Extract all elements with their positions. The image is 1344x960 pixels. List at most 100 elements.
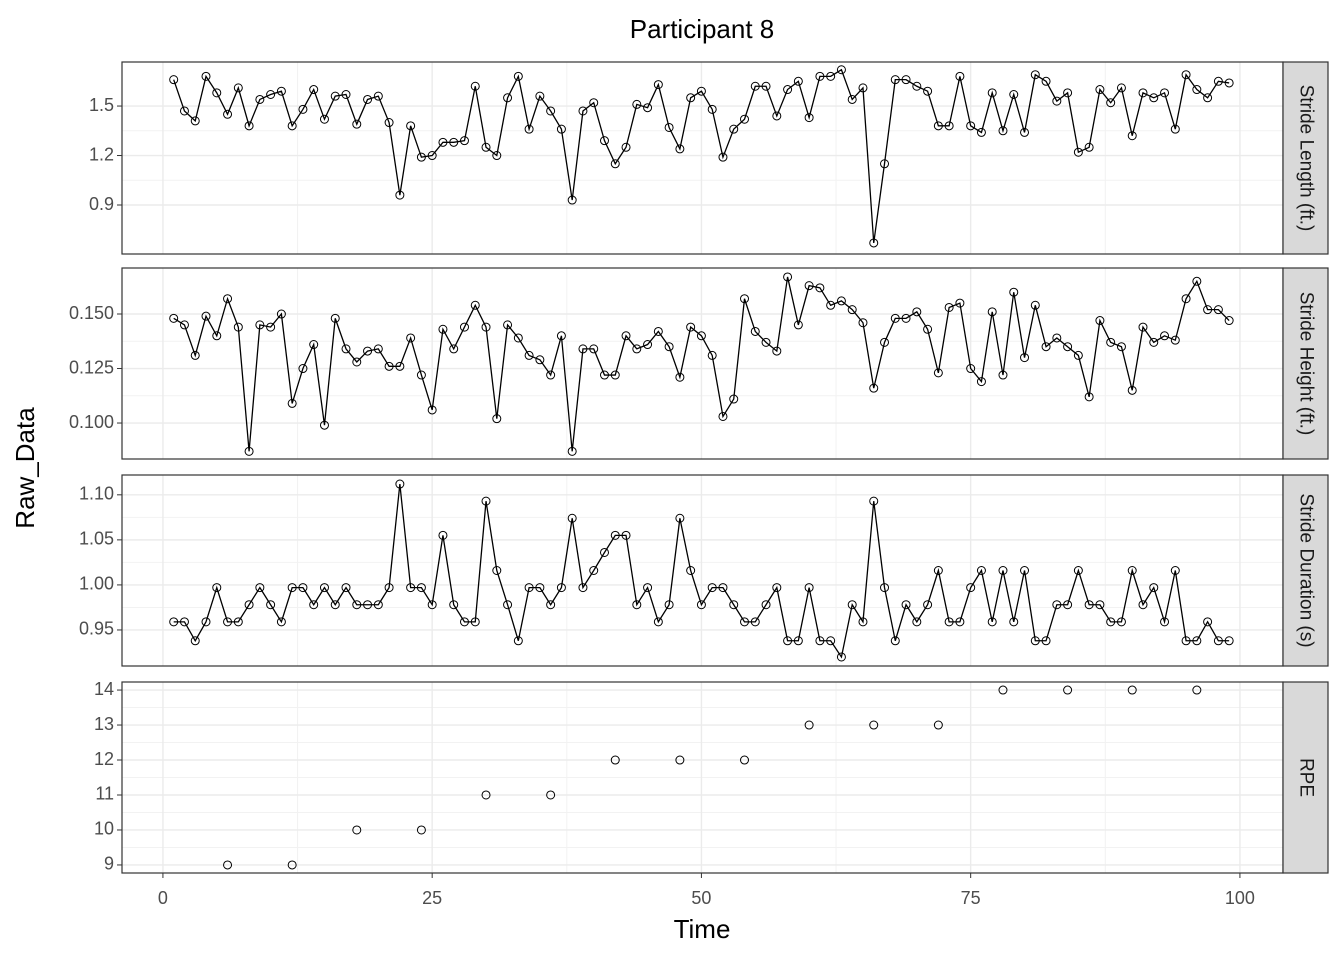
data-point bbox=[363, 346, 373, 356]
data-point bbox=[384, 361, 394, 371]
data-point bbox=[255, 94, 265, 104]
data-point bbox=[406, 583, 416, 593]
data-point bbox=[1160, 88, 1170, 98]
data-point bbox=[438, 137, 448, 147]
data-point bbox=[1224, 636, 1234, 646]
data-point bbox=[492, 566, 502, 575]
data-point bbox=[675, 144, 685, 154]
data-point bbox=[556, 331, 566, 341]
strip bbox=[1282, 681, 1329, 874]
data-point bbox=[352, 357, 362, 367]
data-point bbox=[470, 617, 480, 627]
strip-label: Stride Duration (s) bbox=[1295, 493, 1316, 647]
data-point bbox=[998, 370, 1008, 380]
data-point bbox=[589, 98, 599, 108]
data-point bbox=[718, 152, 728, 162]
data-point bbox=[395, 361, 405, 371]
data-point bbox=[567, 513, 577, 523]
data-point bbox=[1020, 127, 1030, 137]
data-point bbox=[341, 583, 351, 593]
y-tick-label: 0.125 bbox=[69, 357, 114, 377]
strip-label: RPE bbox=[1295, 758, 1316, 797]
data-point bbox=[513, 71, 523, 81]
data-point bbox=[976, 127, 986, 137]
data-point bbox=[610, 159, 620, 169]
data-point bbox=[1020, 566, 1030, 575]
data-point bbox=[815, 71, 825, 81]
data-point bbox=[266, 89, 276, 99]
data-point bbox=[696, 331, 706, 341]
data-point bbox=[567, 446, 577, 456]
data-point bbox=[287, 398, 297, 408]
y-tick-label: 0.95 bbox=[79, 619, 114, 639]
data-point bbox=[438, 324, 448, 334]
data-point bbox=[1116, 617, 1126, 627]
data-point bbox=[944, 617, 954, 627]
data-point bbox=[1203, 305, 1213, 315]
data-line bbox=[173, 68, 1230, 244]
data-point bbox=[912, 81, 922, 91]
data-point bbox=[1170, 335, 1180, 345]
data-point bbox=[858, 318, 868, 328]
data-point bbox=[783, 85, 793, 95]
data-point bbox=[643, 340, 653, 350]
data-point bbox=[1009, 287, 1019, 297]
data-point bbox=[1192, 636, 1202, 646]
data-point bbox=[804, 583, 814, 593]
data-point bbox=[179, 320, 189, 330]
data-point bbox=[255, 583, 265, 593]
data-point bbox=[750, 81, 760, 91]
data-point bbox=[1170, 124, 1180, 134]
data-point bbox=[1181, 636, 1191, 646]
y-tick-label: 14 bbox=[94, 679, 114, 699]
data-point bbox=[1063, 685, 1073, 695]
data-point bbox=[664, 122, 674, 132]
data-point bbox=[341, 344, 351, 354]
data-point bbox=[1181, 70, 1191, 80]
data-point bbox=[1116, 83, 1126, 93]
y-tick-label: 10 bbox=[94, 819, 114, 839]
data-point bbox=[330, 313, 340, 323]
data-point bbox=[384, 583, 394, 593]
data-point bbox=[1073, 147, 1083, 157]
data-point bbox=[1009, 89, 1019, 99]
data-point bbox=[880, 159, 890, 169]
data-point bbox=[966, 121, 976, 131]
data-point bbox=[847, 305, 857, 315]
data-point bbox=[503, 600, 513, 610]
data-point bbox=[804, 720, 814, 730]
data-point bbox=[567, 195, 577, 205]
data-point bbox=[599, 136, 609, 146]
data-point bbox=[373, 91, 383, 101]
data-point bbox=[341, 89, 351, 99]
data-point bbox=[535, 583, 545, 593]
y-axis-label: Raw_Data bbox=[10, 407, 40, 529]
data-point bbox=[847, 600, 857, 610]
data-point bbox=[233, 83, 243, 93]
data-point bbox=[1160, 617, 1170, 627]
data-point bbox=[1095, 316, 1105, 326]
y-tick-label: 0.100 bbox=[69, 412, 114, 432]
data-point bbox=[998, 566, 1008, 575]
data-point bbox=[740, 755, 750, 765]
data-point bbox=[912, 617, 922, 627]
data-point bbox=[890, 636, 900, 646]
data-point bbox=[169, 617, 179, 627]
y-tick-label: 1.5 bbox=[89, 95, 114, 115]
data-point bbox=[287, 860, 297, 870]
data-point bbox=[1030, 636, 1040, 646]
data-point bbox=[287, 121, 297, 131]
data-point bbox=[373, 344, 383, 354]
data-point bbox=[503, 93, 513, 103]
data-point bbox=[901, 313, 911, 323]
data-point bbox=[901, 600, 911, 610]
data-point bbox=[653, 326, 663, 336]
data-point bbox=[761, 337, 771, 347]
data-point bbox=[1063, 342, 1073, 352]
data-point bbox=[287, 583, 297, 593]
strip bbox=[1282, 267, 1329, 460]
data-point bbox=[1213, 76, 1223, 86]
data-point bbox=[675, 755, 685, 765]
data-point bbox=[664, 342, 674, 352]
data-point bbox=[319, 420, 329, 430]
